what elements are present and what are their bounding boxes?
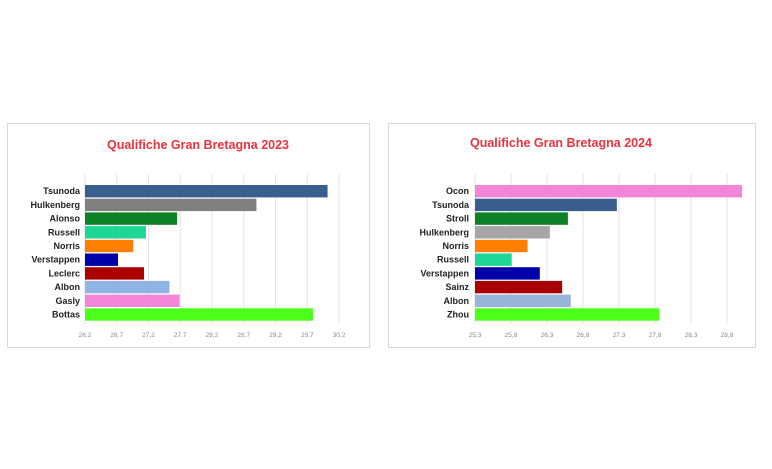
- category-label: Gasly: [55, 296, 80, 306]
- category-label: Leclerc: [48, 268, 80, 278]
- category-label: Norris: [53, 241, 80, 251]
- bar-verstappen: [475, 267, 540, 280]
- chart-title: Qualifiche Gran Bretagna 2023: [107, 138, 289, 152]
- category-label: Sainz: [445, 282, 469, 292]
- bar-ocon: [475, 185, 743, 198]
- bar-sainz: [475, 280, 563, 294]
- category-label: Ocon: [446, 186, 469, 196]
- x-tick-label: 26,7: [110, 332, 123, 339]
- chart-title: Qualifiche Gran Bretagna 2024: [470, 136, 652, 150]
- category-label: Stroll: [446, 214, 469, 224]
- bar-russell: [85, 226, 146, 239]
- x-tick-label: 27,3: [613, 332, 626, 339]
- bar-alonso: [85, 212, 178, 225]
- bar-hulkenberg: [475, 226, 550, 239]
- x-tick-label: 29,7: [301, 332, 314, 339]
- x-tick-label: 26,3: [541, 332, 554, 339]
- bar-leclerc: [85, 267, 145, 280]
- category-label: Russell: [48, 227, 80, 237]
- x-tick-label: 28,8: [721, 332, 734, 339]
- bar-gasly: [85, 294, 180, 307]
- x-tick-label: 27,2: [142, 332, 155, 339]
- category-label: Tsunoda: [432, 200, 470, 210]
- bar-zhou: [475, 308, 660, 321]
- category-label: Tsunoda: [43, 186, 81, 196]
- x-tick-label: 26,8: [577, 332, 590, 339]
- category-label: Albon: [55, 282, 81, 292]
- x-tick-label: 25,3: [469, 332, 482, 339]
- category-label: Albon: [444, 296, 470, 306]
- bar-albon: [85, 280, 170, 294]
- category-label: Alonso: [50, 214, 81, 224]
- bar-norris: [475, 239, 528, 253]
- x-tick-label: 27,7: [174, 332, 187, 339]
- bar-russell: [475, 253, 512, 266]
- bar-norris: [85, 239, 134, 253]
- bar-bottas: [85, 308, 313, 321]
- x-tick-label: 25,8: [505, 332, 518, 339]
- bar-tsunoda: [475, 198, 617, 212]
- category-label: Verstappen: [420, 268, 469, 278]
- x-tick-label: 29,2: [269, 332, 282, 339]
- bar-verstappen: [85, 253, 119, 266]
- bar-tsunoda: [85, 185, 328, 198]
- x-tick-label: 28,3: [685, 332, 698, 339]
- category-label: Hulkenberg: [30, 200, 80, 210]
- x-tick-label: 26,2: [79, 332, 92, 339]
- chart-2023: Qualifiche Gran Bretagna 2023 Tsunoda Hul…: [7, 123, 370, 348]
- category-label: Zhou: [447, 310, 469, 320]
- chart-2024: Qualifiche Gran Bretagna 2024 Ocon Tsunod…: [388, 123, 756, 348]
- bar-stroll: [475, 212, 568, 225]
- bar-hulkenberg: [85, 198, 257, 212]
- category-label: Norris: [442, 241, 469, 251]
- category-label: Hulkenberg: [419, 227, 469, 237]
- chart-2024-svg: Qualifiche Gran Bretagna 2024 Ocon Tsunod…: [419, 136, 743, 339]
- x-tick-label: 30,2: [333, 332, 346, 339]
- x-tick-label: 28,2: [206, 332, 219, 339]
- category-label: Verstappen: [31, 255, 80, 265]
- x-tick-label: 28,7: [237, 332, 250, 339]
- category-label: Russell: [437, 255, 469, 265]
- chart-2023-svg: Qualifiche Gran Bretagna 2023 Tsunoda Hul…: [30, 138, 346, 339]
- category-label: Bottas: [52, 310, 80, 320]
- bar-albon: [475, 294, 571, 307]
- x-tick-label: 27,8: [649, 332, 662, 339]
